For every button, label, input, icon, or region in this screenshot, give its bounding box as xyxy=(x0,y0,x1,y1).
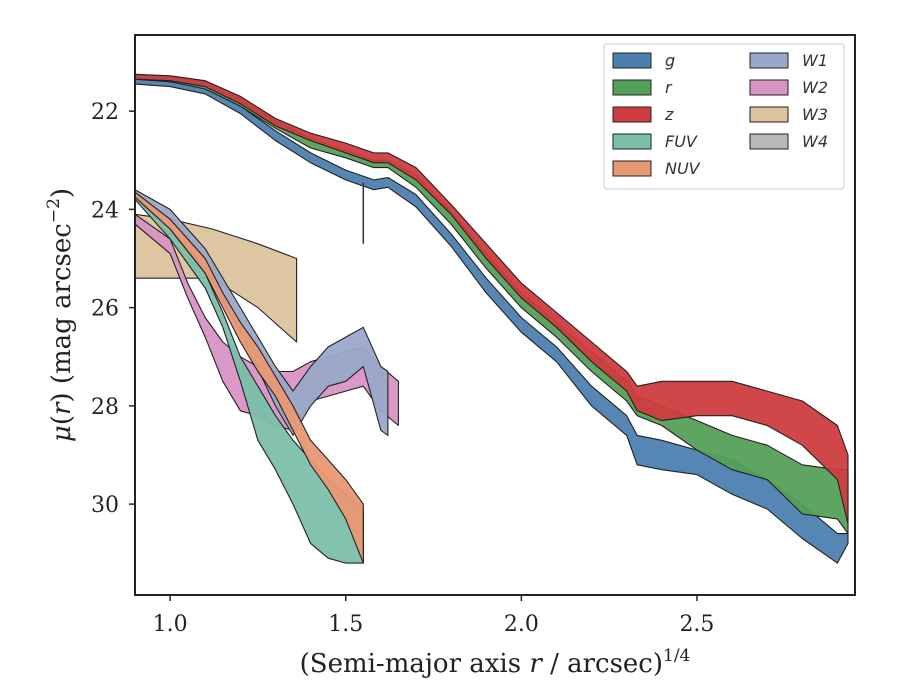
legend-item-g: g xyxy=(612,51,675,70)
legend-swatch xyxy=(749,79,789,96)
legend-item-fuv: FUV xyxy=(612,132,698,151)
legend-swatch xyxy=(612,160,652,177)
legend: grz FUV NUV W1 W2 W3 W4 xyxy=(603,43,845,190)
legend-label: W2 xyxy=(802,78,828,97)
band-g xyxy=(135,78,849,564)
legend-item-w2: W2 xyxy=(749,78,828,97)
x-tick-label: 1.0 xyxy=(153,612,188,637)
legend-swatch xyxy=(612,133,652,150)
legend-swatch xyxy=(749,52,789,69)
axis-labels: (Semi-major axis r / arcsec)1/4 μ(r) (ma… xyxy=(44,188,690,679)
legend-label: g xyxy=(665,51,675,70)
band-nuv xyxy=(135,191,364,564)
legend-swatch xyxy=(612,106,652,123)
legend-item-nuv: NUV xyxy=(612,159,701,178)
legend-item-w1: W1 xyxy=(749,51,828,70)
legend-label: W1 xyxy=(802,51,828,70)
axis-ticks: 1.0 1.5 2.0 2.5 22 24 26 28 30 xyxy=(91,100,714,637)
x-tick-label: 2.0 xyxy=(504,612,539,637)
y-axis-label: μ(r) (mag arcsec−2) xyxy=(44,188,77,442)
x-tick-label: 2.5 xyxy=(679,612,714,637)
legend-item-r: r xyxy=(612,78,673,97)
y-tick-label: 24 xyxy=(91,198,119,223)
band-z xyxy=(135,73,849,525)
legend-swatch xyxy=(749,106,789,123)
y-tick-label: 22 xyxy=(91,100,119,125)
legend-item-w3: W3 xyxy=(749,105,828,124)
legend-label: FUV xyxy=(665,132,698,151)
legend-label: r xyxy=(665,78,673,97)
legend-label: W4 xyxy=(802,132,828,151)
legend-item-z: z xyxy=(612,105,674,124)
x-tick-label: 1.5 xyxy=(328,612,363,637)
series-bands xyxy=(135,73,849,564)
legend-label: z xyxy=(664,105,674,124)
plot-frame xyxy=(134,34,856,596)
y-tick-label: 28 xyxy=(91,395,119,420)
legend-label: W3 xyxy=(802,105,828,124)
legend-item-w4: W4 xyxy=(749,132,828,151)
y-tick-label: 26 xyxy=(91,297,119,322)
legend-label: NUV xyxy=(665,159,701,178)
legend-swatch xyxy=(612,52,652,69)
legend-swatch xyxy=(612,79,652,96)
x-axis-label: (Semi-major axis r / arcsec)1/4 xyxy=(300,646,691,679)
y-tick-label: 30 xyxy=(91,493,119,518)
legend-swatch xyxy=(749,133,789,150)
